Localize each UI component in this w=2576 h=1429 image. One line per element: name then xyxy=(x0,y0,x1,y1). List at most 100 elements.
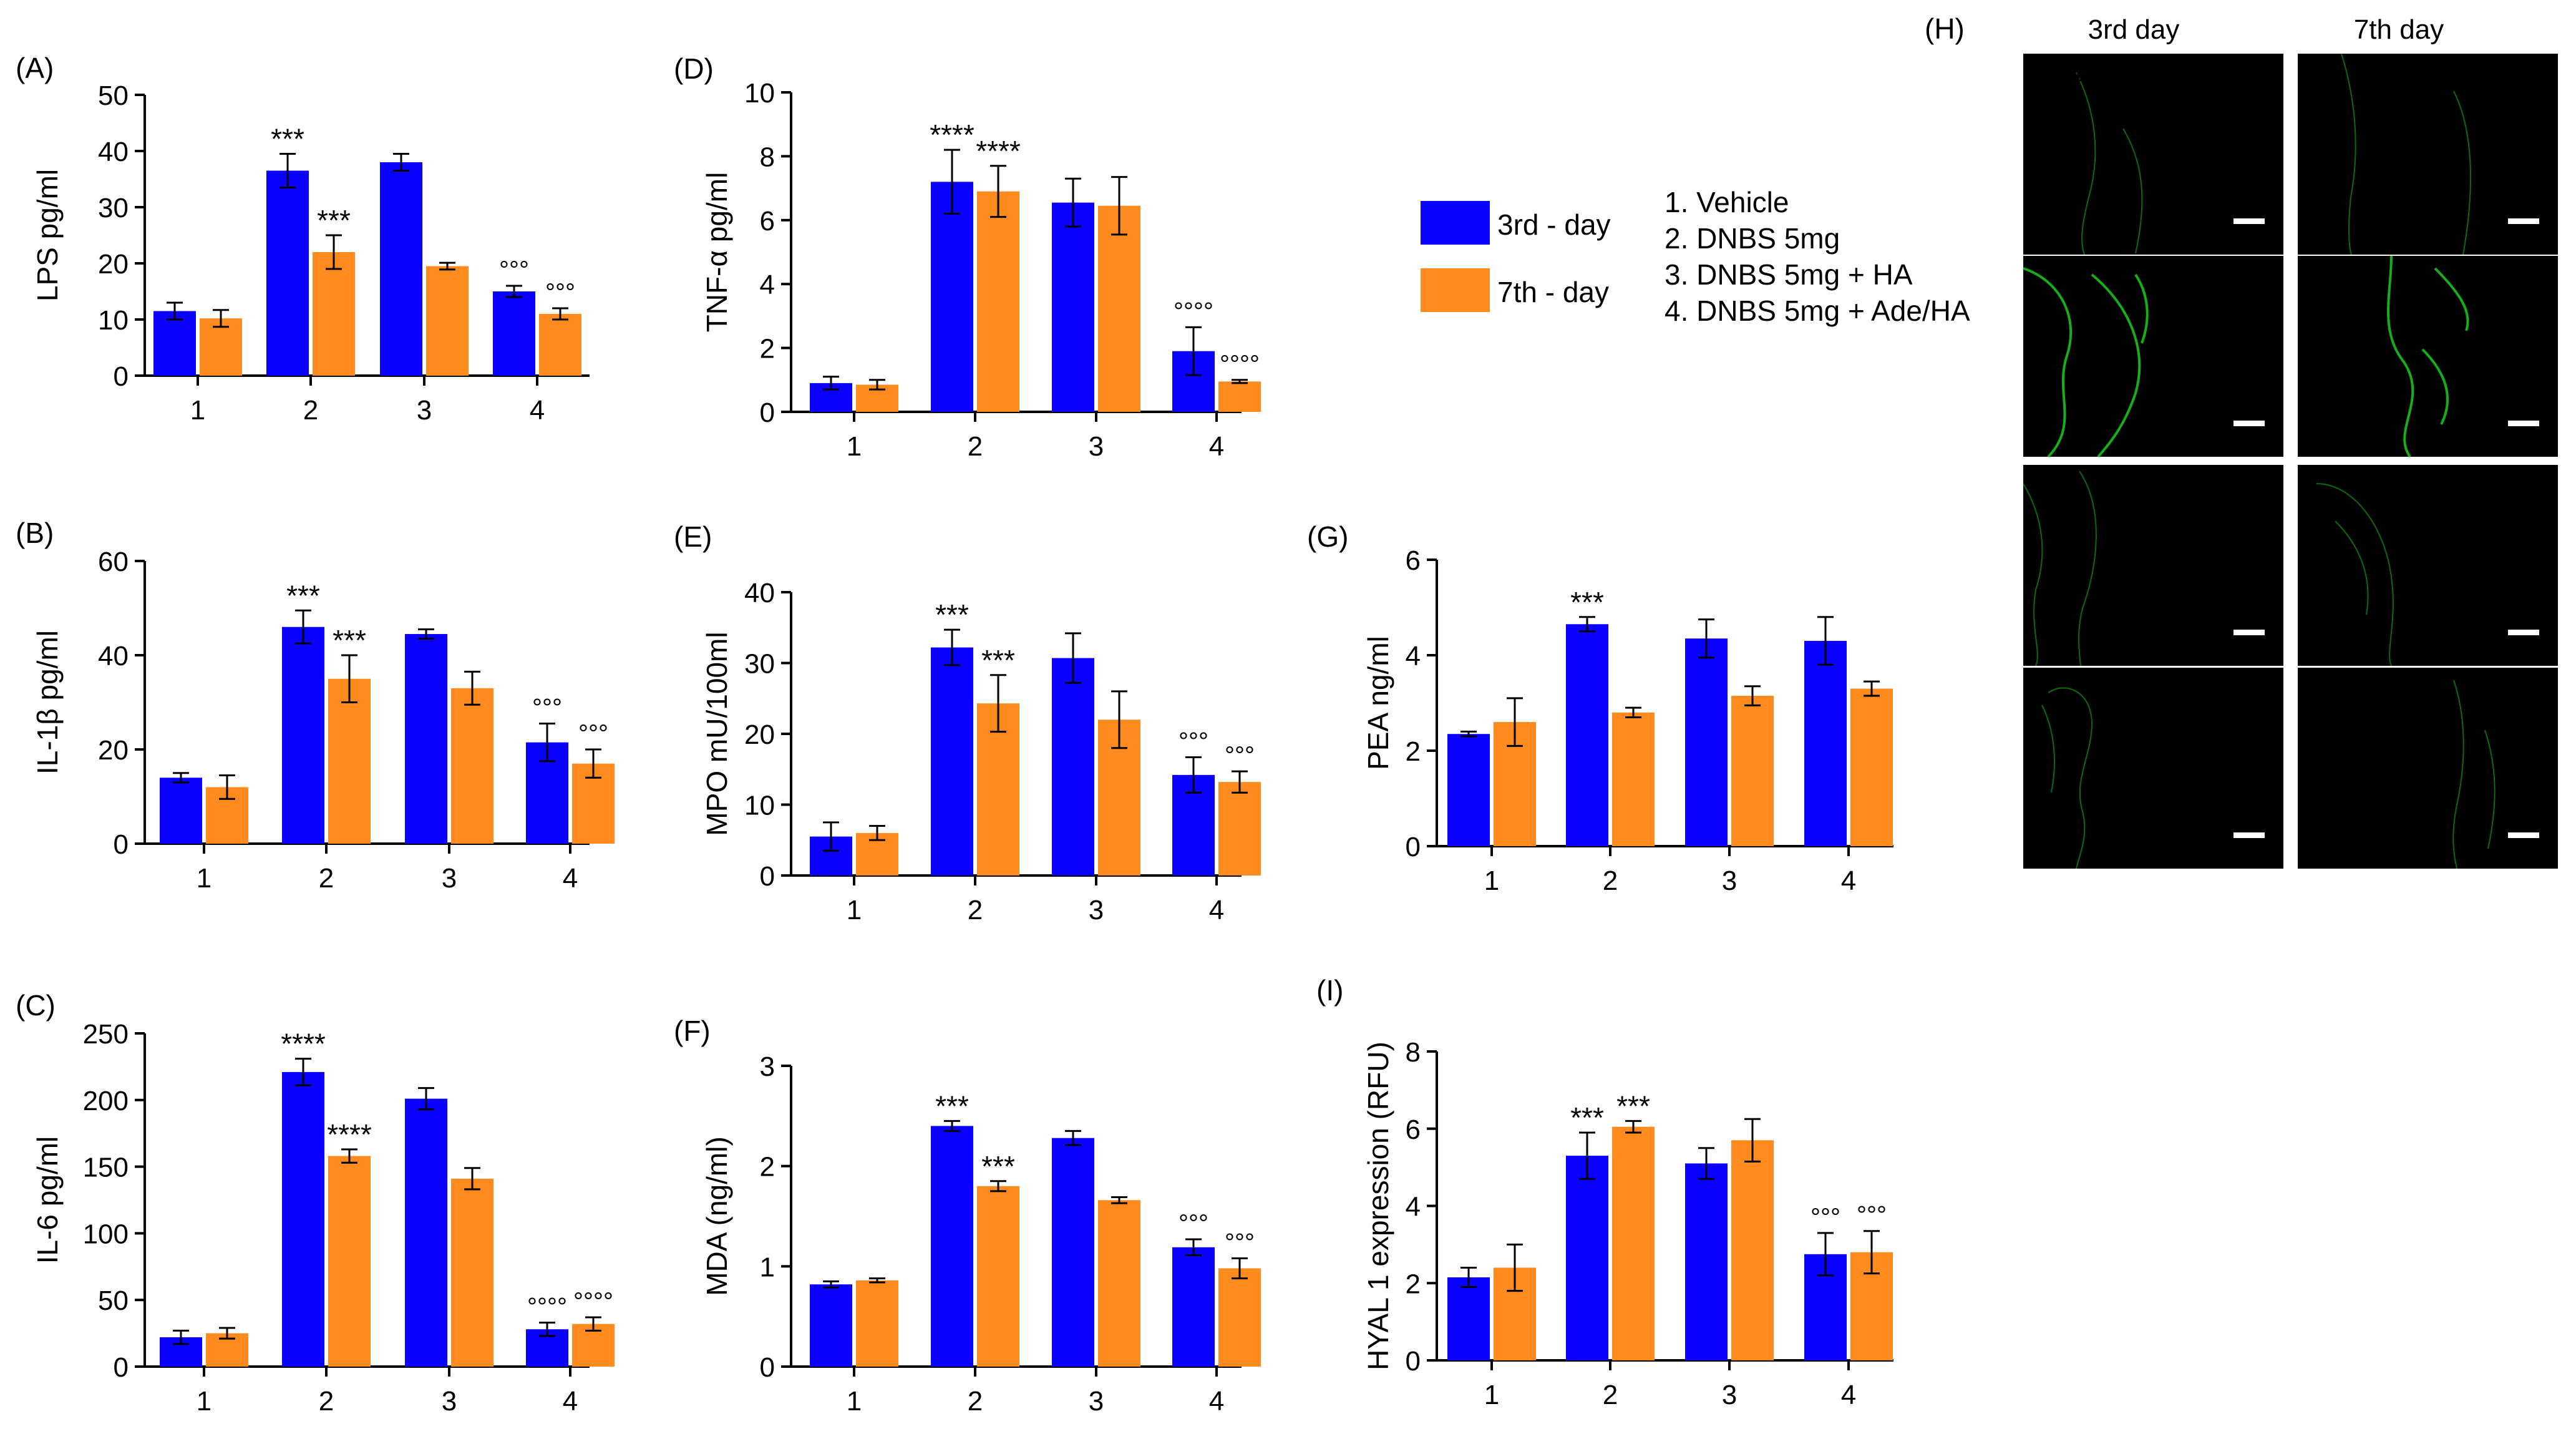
x-tick-label: 1 xyxy=(190,395,205,426)
y-axis-label: IL-1β pg/ml xyxy=(31,630,64,774)
y-tick-label: 20 xyxy=(98,249,129,280)
significance-circles: °°°° xyxy=(1174,298,1213,325)
significance-stars: *** xyxy=(935,598,969,631)
x-tick-label: 2 xyxy=(1603,866,1618,896)
bar-3rd-day xyxy=(1804,641,1847,846)
bar-7th-day xyxy=(1098,205,1140,412)
bar-7th-day xyxy=(1731,1140,1774,1360)
bar-3rd-day xyxy=(405,634,447,844)
panel-label: (D) xyxy=(674,52,714,85)
x-tick-label: 3 xyxy=(442,1386,457,1417)
significance-stars: *** xyxy=(317,204,351,237)
x-tick-label: 1 xyxy=(847,1386,862,1417)
micrograph-row-label: 2. xyxy=(2037,417,2056,443)
micrograph-tile: 4. xyxy=(2023,668,2283,869)
chart-g: (G) 0 2 4 6 PEA ng/ml 1 2 3 4 *** xyxy=(1307,520,1893,896)
micrograph-column-7th-day: 7th day xyxy=(2354,14,2444,45)
panel-label: (B) xyxy=(16,517,54,549)
x-tick-label: 2 xyxy=(1603,1380,1618,1410)
x-tick-label: 2 xyxy=(968,431,983,462)
y-tick-label: 3 xyxy=(760,1051,775,1082)
bar-7th-day xyxy=(1218,1268,1261,1367)
bar-7th-day xyxy=(1612,712,1655,846)
y-tick-label: 4 xyxy=(760,270,775,300)
bar-3rd-day xyxy=(282,627,324,844)
micrograph-image xyxy=(2298,668,2558,869)
y-tick-label: 8 xyxy=(760,142,775,172)
bar-3rd-day xyxy=(380,162,422,376)
x-tick-label: 4 xyxy=(563,863,578,894)
micrograph-row-label: 4. xyxy=(2037,829,2056,855)
significance-circles: °°° xyxy=(499,256,529,284)
bar-7th-day xyxy=(1731,696,1774,846)
significance-circles: °°°° xyxy=(573,1288,613,1315)
x-tick-label: 2 xyxy=(968,895,983,925)
tissue-signal xyxy=(2048,687,2093,869)
x-tick-label: 1 xyxy=(197,1386,211,1417)
bar-3rd-day xyxy=(1685,1163,1728,1360)
y-tick-label: 2 xyxy=(760,1152,775,1183)
tissue-signal xyxy=(2316,483,2394,666)
micrograph-image xyxy=(2023,256,2283,457)
y-tick-label: 250 xyxy=(83,1019,129,1050)
micrograph-panel: (H) 3rd day 7th day 1. HYAL 1 1. 2. 2. 3. 3. 4.… xyxy=(1925,12,2558,869)
legend-label-3rd-day: 3rd - day xyxy=(1497,208,1611,241)
micrograph-stain-label: HYAL 1 xyxy=(2031,61,2106,86)
bar-3rd-day xyxy=(160,778,202,844)
micrograph-tile: 1. HYAL 1 xyxy=(2023,54,2283,255)
significance-circles: °°° xyxy=(1810,1204,1840,1231)
bar-3rd-day xyxy=(493,291,535,376)
legend-group-2: 2. DNBS 5mg xyxy=(1665,222,1840,255)
y-tick-label: 6 xyxy=(760,206,775,237)
significance-stars: **** xyxy=(327,1118,372,1151)
panel-label: (G) xyxy=(1307,520,1348,553)
x-tick-label: 3 xyxy=(1089,1386,1104,1417)
panel-label: (I) xyxy=(1316,974,1343,1007)
tissue-signal xyxy=(2452,680,2464,869)
y-tick-label: 4 xyxy=(1406,641,1421,671)
micrograph-image xyxy=(2298,54,2558,255)
significance-circles: °°° xyxy=(1225,742,1255,769)
bar-7th-day xyxy=(451,1178,493,1367)
scale-bar xyxy=(2233,421,2265,426)
x-tick-label: 1 xyxy=(847,431,862,462)
y-tick-label: 150 xyxy=(83,1153,129,1183)
y-tick-label: 200 xyxy=(83,1086,129,1116)
significance-stars: *** xyxy=(981,644,1015,676)
scale-bar xyxy=(2233,630,2265,635)
legend-group-4: 4. DNBS 5mg + Ade/HA xyxy=(1665,295,1970,327)
bar-3rd-day xyxy=(1685,638,1728,846)
bar-7th-day xyxy=(977,1186,1019,1367)
bar-7th-day xyxy=(1612,1126,1655,1360)
tissue-signal xyxy=(2387,255,2414,458)
panel-label: (C) xyxy=(16,989,56,1022)
micrograph-tile: 2. xyxy=(2298,255,2558,458)
tissue-signal xyxy=(2078,471,2097,666)
significance-stars: *** xyxy=(1570,586,1604,618)
bar-7th-day xyxy=(856,1280,898,1367)
significance-circles: °°° xyxy=(1857,1202,1887,1229)
y-tick-label: 0 xyxy=(760,1352,775,1383)
y-tick-label: 30 xyxy=(98,193,129,223)
micrograph-row-label: 1. xyxy=(2311,215,2330,241)
tissue-signal xyxy=(2421,348,2449,425)
bar-3rd-day xyxy=(266,170,309,376)
tissue-signal xyxy=(2023,267,2073,458)
bar-7th-day xyxy=(1218,782,1261,875)
tissue-signal xyxy=(2484,729,2496,849)
micrograph-image xyxy=(2298,465,2558,666)
legend-swatch-7th-day xyxy=(1421,268,1490,312)
bar-3rd-day xyxy=(1447,1277,1490,1360)
legend-group-3: 3. DNBS 5mg + HA xyxy=(1665,258,1913,291)
y-tick-label: 20 xyxy=(744,719,775,750)
tissue-signal xyxy=(2434,267,2469,331)
bar-3rd-day xyxy=(1566,624,1608,846)
y-axis-label: TNF-α pg/ml xyxy=(701,172,733,333)
bar-3rd-day xyxy=(1052,1138,1094,1367)
legend-group-1: 1. Vehicle xyxy=(1665,186,1789,218)
y-tick-label: 40 xyxy=(98,137,129,167)
y-tick-label: 20 xyxy=(98,735,129,766)
bar-7th-day xyxy=(200,318,242,376)
significance-circles: °°°° xyxy=(527,1294,567,1321)
bar-3rd-day xyxy=(931,1126,973,1367)
